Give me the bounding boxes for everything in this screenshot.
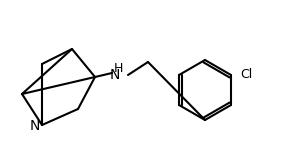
Text: H: H xyxy=(113,62,123,76)
Text: N: N xyxy=(110,68,120,82)
Text: N: N xyxy=(30,119,40,133)
Text: Cl: Cl xyxy=(240,69,252,81)
